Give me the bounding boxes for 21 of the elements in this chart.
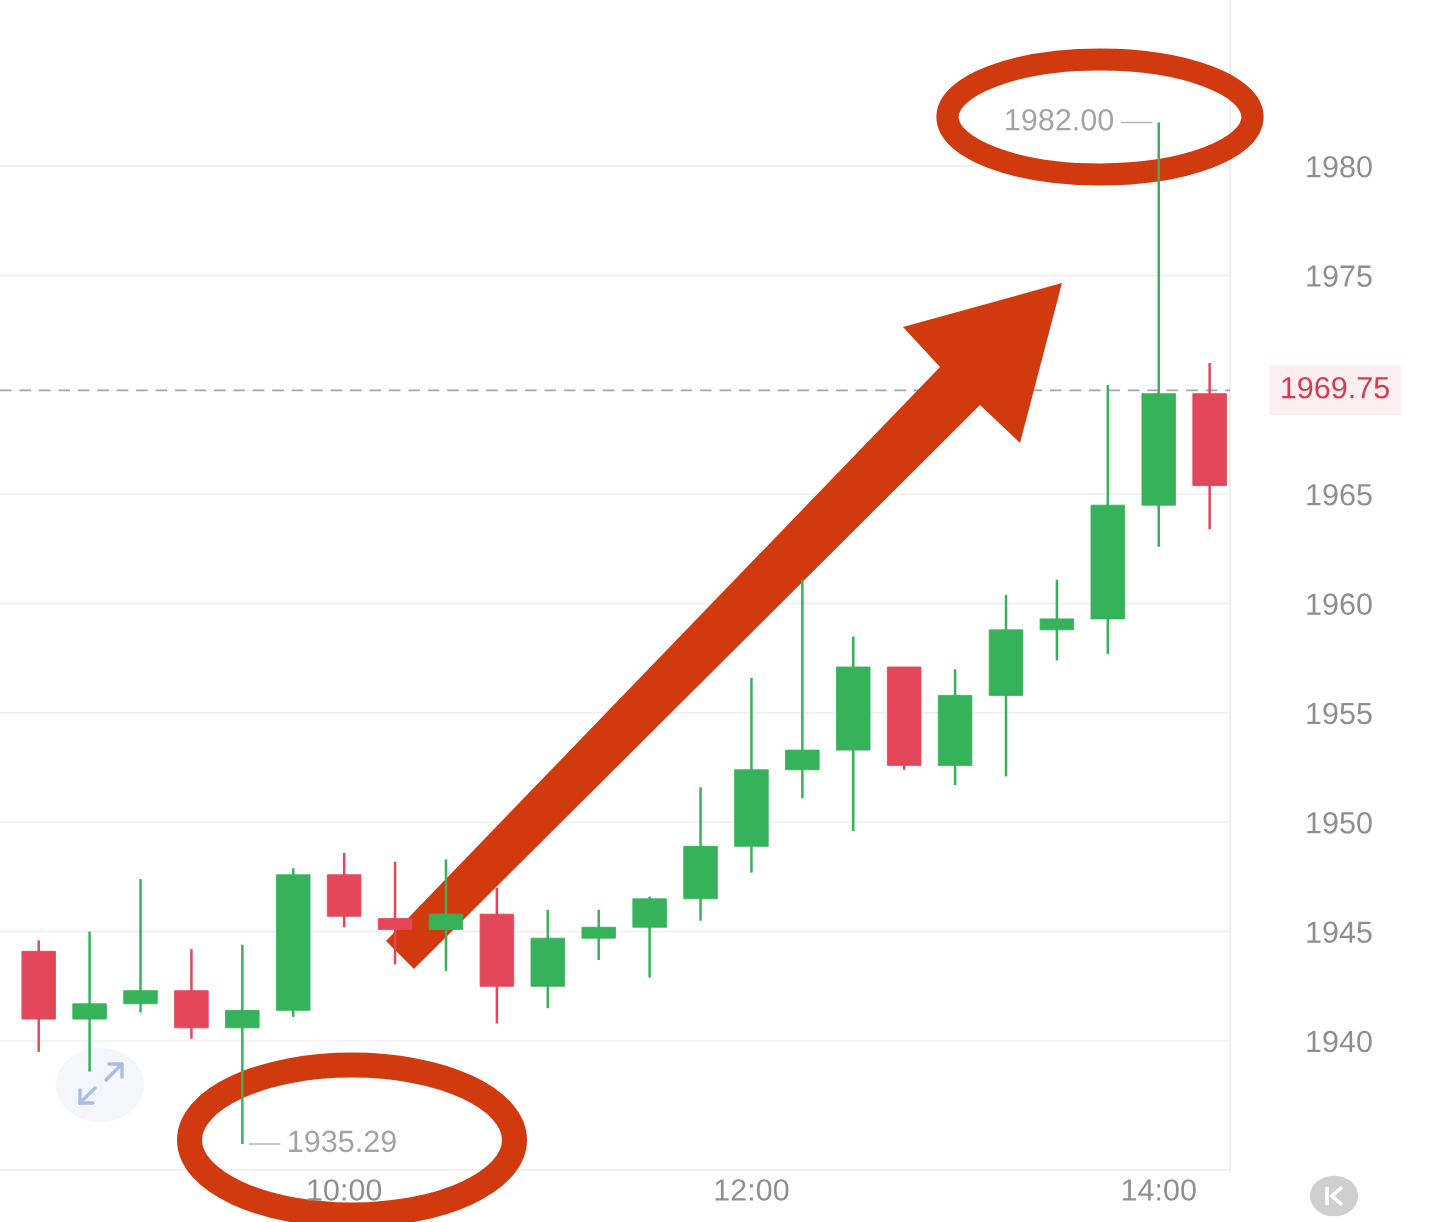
candlestick (225, 943, 260, 1146)
candlestick (785, 578, 820, 800)
candlestick (377, 860, 413, 966)
annotation: 1935.29 (289, 1130, 396, 1153)
y-tick-label: 1975 (1307, 265, 1372, 287)
candlestick (123, 877, 158, 1014)
y-tick-label: 1965 (1307, 483, 1372, 506)
ref-line-label: 1969.75 (1282, 376, 1389, 399)
x-tick-label: 14:00 (1122, 1179, 1196, 1201)
annotation: 1982.00 (1006, 109, 1114, 131)
y-tick-label: 1940 (1307, 1030, 1372, 1053)
x-tick-label: 12:00 (715, 1179, 789, 1201)
y-tick-label: 1980 (1307, 155, 1372, 178)
candlestick (428, 858, 464, 973)
y-tick-label: 1960 (1307, 593, 1372, 615)
y-tick-label: 1945 (1307, 921, 1372, 943)
x-tick-label: 10:00 (308, 1179, 382, 1201)
candlestick (1039, 578, 1075, 662)
y-tick-label: 1950 (1307, 812, 1372, 834)
candlestick (72, 930, 107, 1073)
y-tick-label: 1955 (1307, 702, 1372, 725)
